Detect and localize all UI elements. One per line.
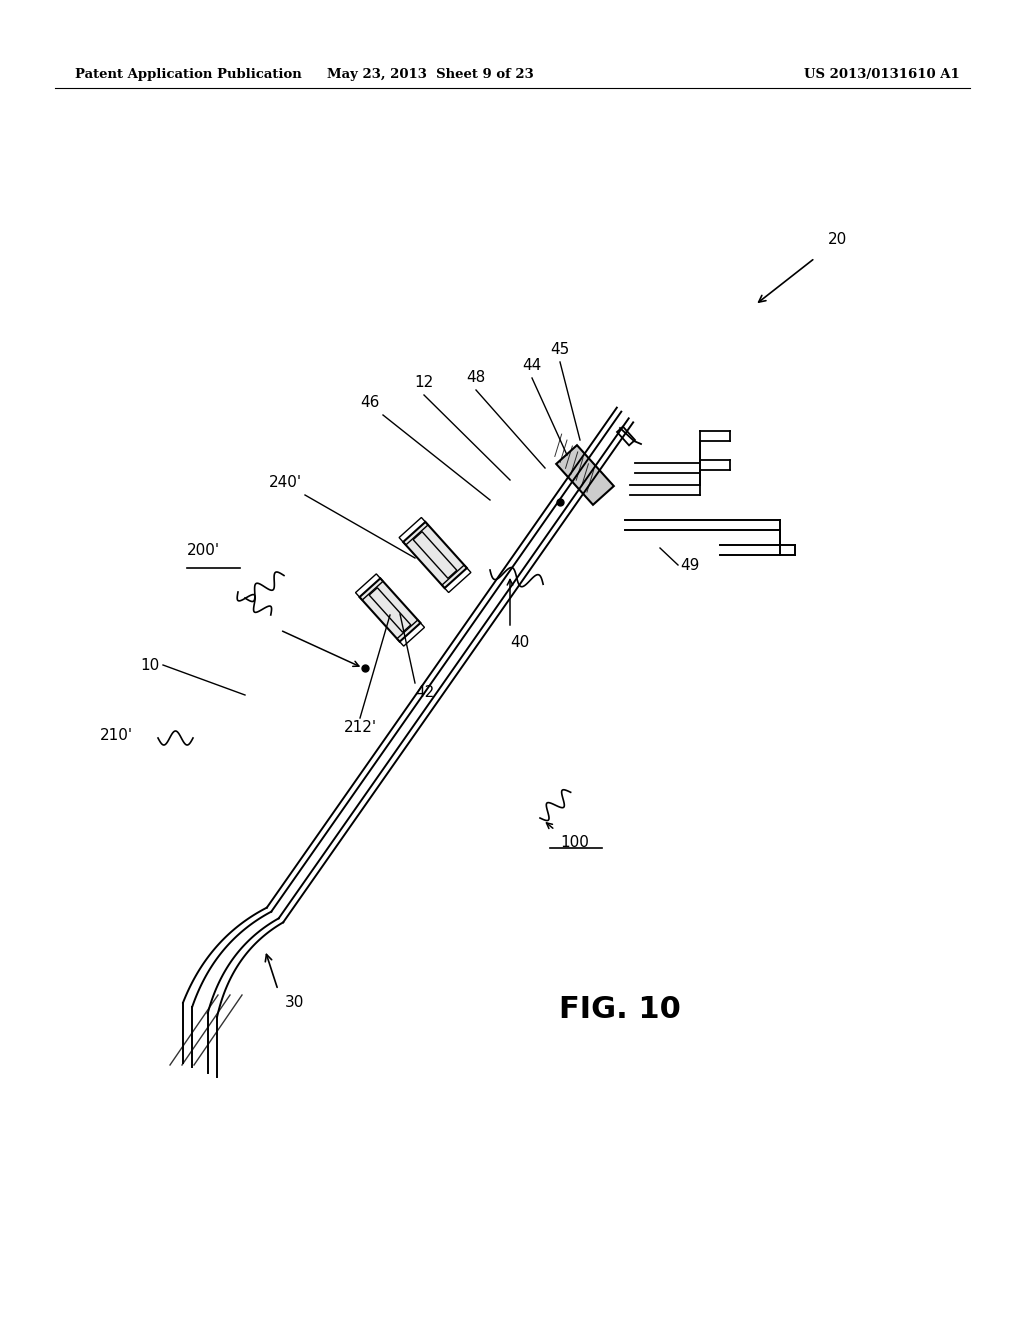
Text: 240': 240' [269, 475, 302, 490]
Text: 100: 100 [560, 836, 590, 850]
Polygon shape [359, 578, 421, 642]
Text: 44: 44 [522, 358, 542, 374]
Polygon shape [403, 521, 467, 589]
Text: 212': 212' [343, 719, 377, 735]
Text: 40: 40 [510, 635, 529, 649]
Polygon shape [556, 445, 613, 504]
Text: 30: 30 [286, 995, 305, 1010]
Text: 210': 210' [100, 727, 133, 742]
Text: 20: 20 [828, 232, 847, 248]
Text: 48: 48 [466, 370, 485, 385]
Text: 200': 200' [187, 543, 220, 558]
Text: 12: 12 [415, 375, 433, 389]
Text: 49: 49 [680, 557, 699, 573]
Text: Patent Application Publication: Patent Application Publication [75, 69, 302, 81]
Text: 45: 45 [550, 342, 569, 356]
Text: 42: 42 [415, 685, 434, 700]
Polygon shape [617, 426, 635, 445]
Text: 10: 10 [140, 657, 160, 672]
Text: US 2013/0131610 A1: US 2013/0131610 A1 [804, 69, 961, 81]
Text: May 23, 2013  Sheet 9 of 23: May 23, 2013 Sheet 9 of 23 [327, 69, 534, 81]
Text: FIG. 10: FIG. 10 [559, 995, 681, 1024]
Text: 46: 46 [360, 395, 380, 411]
